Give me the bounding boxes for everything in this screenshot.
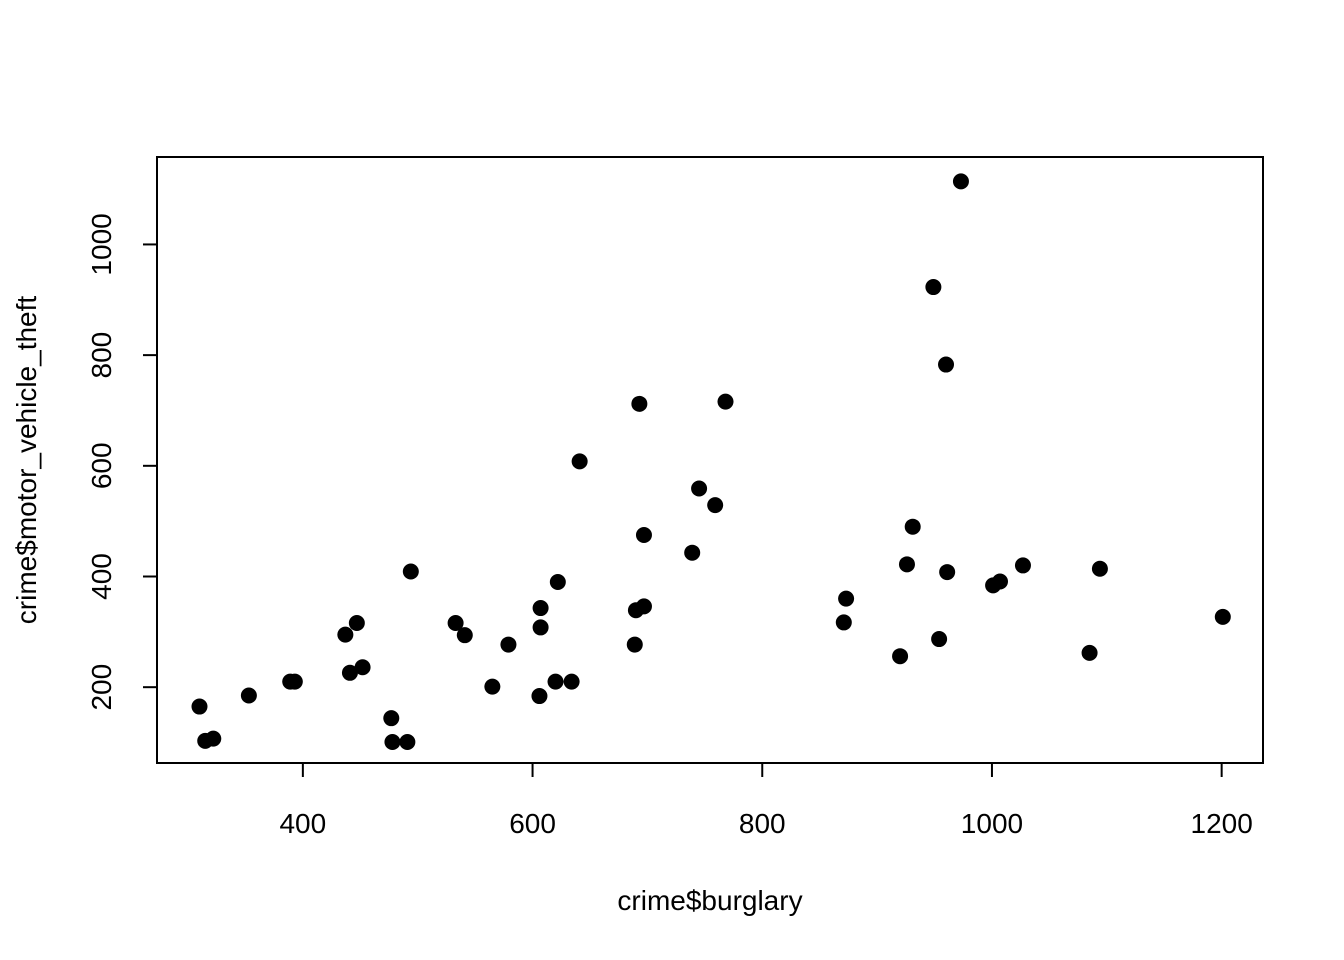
data-point bbox=[631, 395, 648, 412]
data-point bbox=[898, 556, 915, 573]
data-points bbox=[191, 173, 1231, 750]
data-point bbox=[532, 600, 549, 617]
data-point bbox=[684, 544, 701, 561]
data-point bbox=[931, 631, 948, 648]
data-point bbox=[500, 636, 517, 653]
y-tick-label: 400 bbox=[86, 553, 117, 600]
data-point bbox=[402, 563, 419, 580]
data-point bbox=[939, 564, 956, 581]
x-tick-label: 600 bbox=[509, 808, 556, 839]
data-point bbox=[383, 710, 400, 727]
data-point bbox=[1214, 608, 1231, 625]
data-point bbox=[547, 673, 564, 690]
data-point bbox=[384, 733, 401, 750]
x-tick-label: 1200 bbox=[1191, 808, 1253, 839]
data-point bbox=[892, 648, 909, 665]
data-point bbox=[337, 626, 354, 643]
y-tick-label: 200 bbox=[86, 664, 117, 711]
data-point bbox=[532, 619, 549, 636]
data-point bbox=[904, 518, 921, 535]
data-point bbox=[531, 688, 548, 705]
data-point bbox=[1091, 560, 1108, 577]
x-tick-label: 400 bbox=[279, 808, 326, 839]
y-tick-label: 1000 bbox=[86, 213, 117, 275]
data-point bbox=[456, 627, 473, 644]
data-point bbox=[991, 573, 1008, 590]
x-axis: 400 600 800 1000 1200 bbox=[279, 762, 1253, 839]
x-axis-label: crime$burglary bbox=[617, 885, 802, 916]
y-tick-label: 600 bbox=[86, 442, 117, 489]
data-point bbox=[191, 698, 208, 715]
y-tick-label: 800 bbox=[86, 332, 117, 379]
data-point bbox=[549, 574, 566, 591]
data-point bbox=[354, 659, 371, 676]
data-point bbox=[341, 664, 358, 681]
data-point bbox=[835, 614, 852, 631]
data-point bbox=[1014, 557, 1031, 574]
data-point bbox=[484, 678, 501, 695]
data-point bbox=[635, 598, 652, 615]
data-point bbox=[707, 497, 724, 514]
plot-frame bbox=[156, 156, 1264, 764]
data-point bbox=[717, 393, 734, 410]
data-point bbox=[635, 526, 652, 543]
data-point bbox=[1081, 644, 1098, 661]
data-point bbox=[447, 614, 464, 631]
data-point bbox=[240, 687, 257, 704]
data-point bbox=[205, 730, 222, 747]
y-axis-label: crime$motor_vehicle_theft bbox=[11, 296, 42, 625]
data-point bbox=[691, 480, 708, 497]
data-point bbox=[399, 733, 416, 750]
data-point bbox=[348, 614, 365, 631]
x-tick-label: 800 bbox=[739, 808, 786, 839]
data-point bbox=[563, 673, 580, 690]
data-point bbox=[571, 453, 588, 470]
data-point bbox=[938, 356, 955, 373]
data-point bbox=[286, 673, 303, 690]
data-point bbox=[626, 636, 643, 653]
y-axis: 200 400 600 800 1000 bbox=[86, 213, 158, 711]
data-point bbox=[925, 279, 942, 296]
x-tick-label: 1000 bbox=[961, 808, 1023, 839]
data-point bbox=[838, 590, 855, 607]
data-point bbox=[952, 173, 969, 190]
